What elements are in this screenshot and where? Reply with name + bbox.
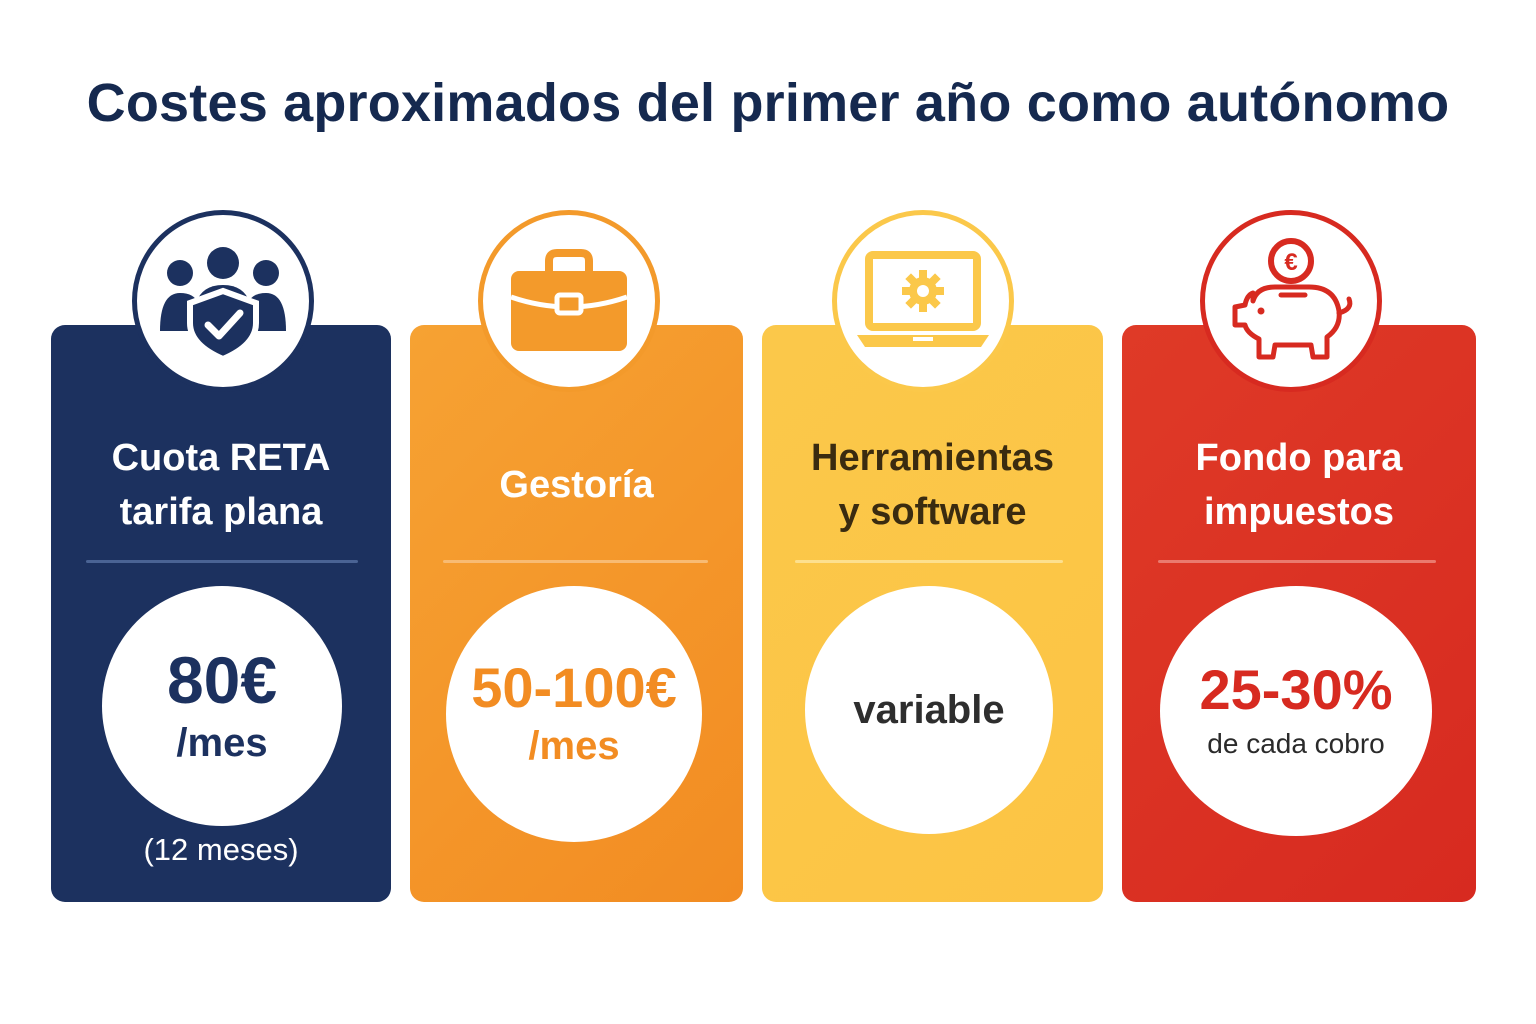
value-circle-herramientas: variable — [805, 586, 1053, 834]
card-label-herramientas: Herramientas y software — [811, 437, 1054, 533]
value-amount: variable — [853, 687, 1005, 732]
page-title: Costes aproximados del primer año como a… — [86, 73, 1450, 133]
laptop-gear-icon — [832, 210, 1014, 392]
divider — [86, 560, 358, 563]
card-label-gestoria: Gestoría — [499, 464, 654, 506]
value-circle-gestoria: 50-100€ /mes — [446, 586, 702, 842]
divider — [795, 560, 1063, 563]
card-label-cuota-reta: Cuota RETA tarifa plana — [111, 437, 331, 533]
value-amount: 80€ — [166, 642, 278, 717]
value-circle-cuota-reta: 80€ /mes — [102, 586, 342, 826]
briefcase-icon — [478, 210, 660, 392]
divider — [443, 560, 708, 563]
shield-people-icon — [132, 210, 314, 392]
piggy-bank-euro-icon: € — [1200, 210, 1382, 392]
value-unit: /mes — [176, 720, 268, 765]
value-circle-fondo-impuestos: 25-30% de cada cobro — [1160, 586, 1432, 836]
value-unit: de cada cobro — [1207, 728, 1385, 759]
duration-note: (12 meses) — [143, 832, 299, 867]
svg-text:€: € — [1284, 249, 1297, 276]
value-amount: 25-30% — [1199, 658, 1393, 721]
divider — [1158, 560, 1436, 563]
card-label-fondo-impuestos: Fondo para impuestos — [1195, 437, 1403, 533]
value-amount: 50-100€ — [471, 655, 677, 719]
value-unit: /mes — [528, 723, 620, 768]
